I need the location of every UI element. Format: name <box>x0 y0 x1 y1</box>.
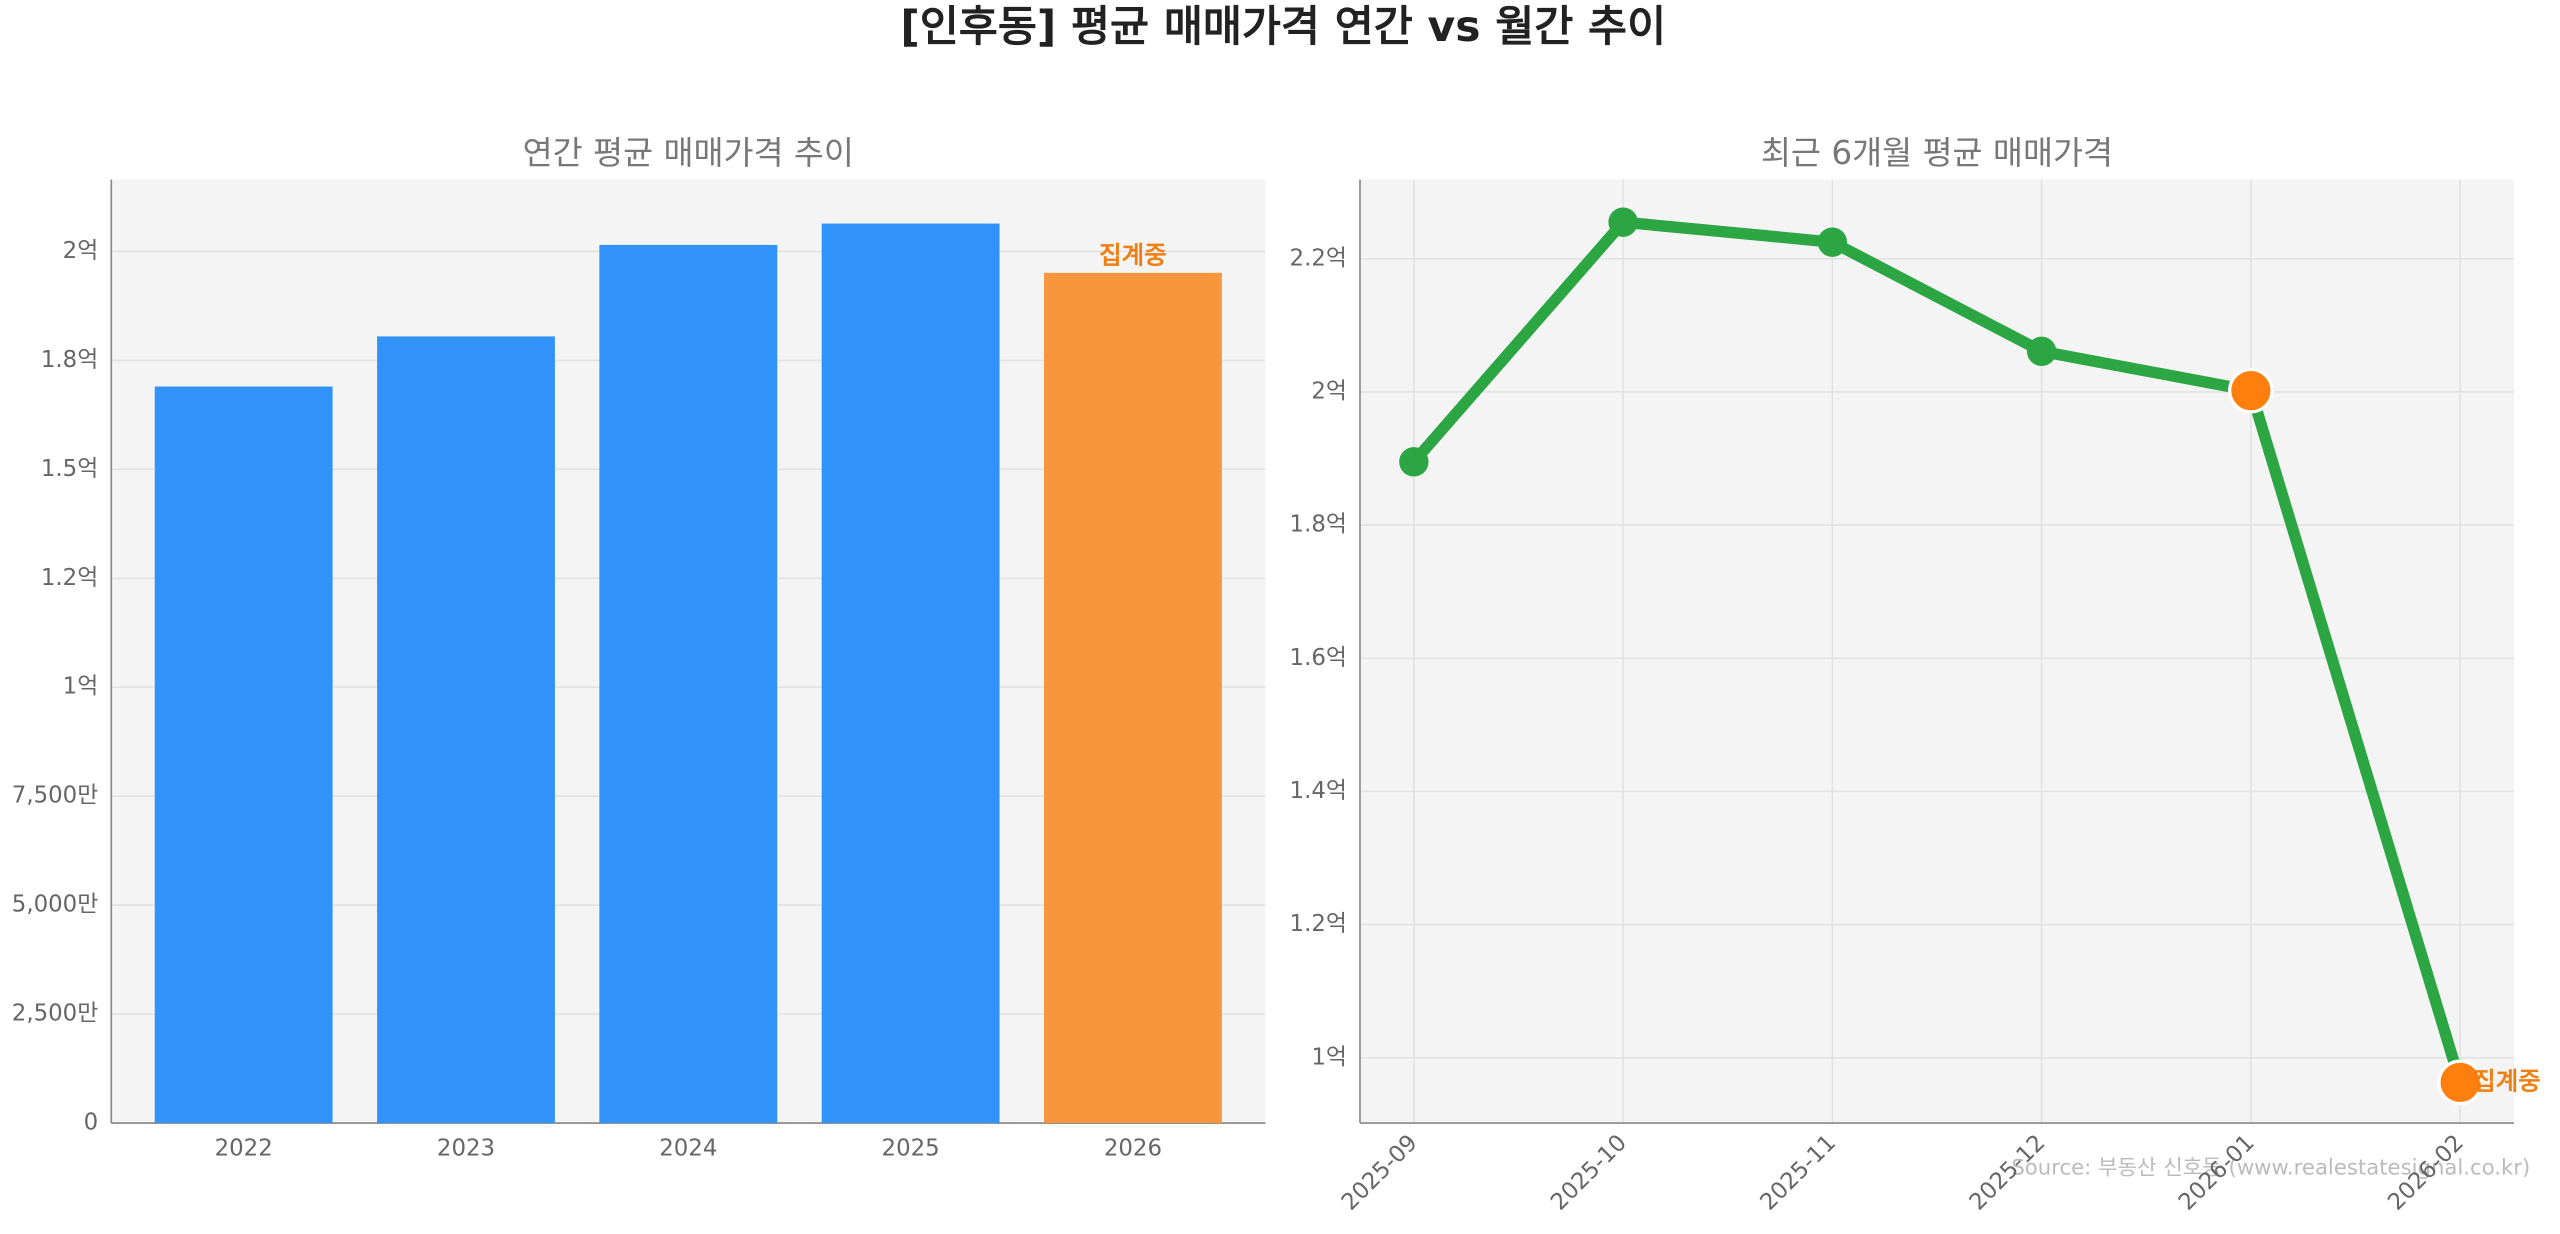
y-tick-label: 1.2억 <box>1290 911 1347 937</box>
x-tick-label: 2025-11 <box>1755 1130 1841 1216</box>
x-tick-label: 2025-10 <box>1546 1130 1632 1216</box>
x-tick-label: 2024 <box>659 1136 717 1162</box>
bar <box>821 223 1000 1124</box>
x-tick-label: 2025-09 <box>1337 1130 1423 1216</box>
line <box>1409 216 2466 1085</box>
y-tick-label: 1.4억 <box>1290 778 1347 804</box>
point <box>1399 447 1429 477</box>
y-tick-label: 1.8억 <box>1290 512 1347 538</box>
y-tick-label: 1.2억 <box>41 565 98 591</box>
point <box>2437 1059 2483 1106</box>
bar <box>1044 272 1222 1124</box>
chart-title: 최근 6개월 평균 매매가격 <box>1761 134 2113 172</box>
y-tick-label: 1.6억 <box>1290 645 1347 671</box>
y-tick-label: 2억 <box>1311 378 1347 404</box>
bar <box>377 336 555 1124</box>
y-tick-label: 1.5억 <box>41 456 98 482</box>
source: Source: 부동산 신호등 (www.realestatesignal.co… <box>2011 1156 2530 1181</box>
x-tick-label: 2023 <box>437 1136 495 1162</box>
y-tick-label: 2,500만 <box>12 1001 98 1027</box>
y-tick-label: 1.8억 <box>41 347 98 373</box>
annotation: 집계중 <box>2473 1066 2541 1095</box>
x-tick-label: 2025 <box>882 1136 940 1162</box>
plot-area <box>1359 179 2514 1124</box>
point <box>2228 367 2274 414</box>
y-tick-label: 0 <box>84 1110 99 1136</box>
x-tick-label: 2022 <box>215 1136 273 1162</box>
x-tick-label: 2026 <box>1104 1136 1162 1162</box>
y-tick-label: 2억 <box>63 238 99 264</box>
annotation: 집계중 <box>1099 240 1167 269</box>
point <box>2026 336 2057 367</box>
y-tick-label: 1억 <box>1311 1044 1347 1070</box>
y-tick-label: 7,500만 <box>12 783 98 809</box>
chart-title: 연간 평균 매매가격 추이 <box>523 134 854 172</box>
point <box>1817 227 1848 257</box>
bar <box>599 244 778 1124</box>
y-tick-label: 2.2억 <box>1290 245 1347 271</box>
y-tick-label: 1억 <box>63 674 99 700</box>
figure-title: [인후동] 평균 매매가격 연간 vs 월간 추이 <box>900 3 1666 52</box>
bar <box>154 386 333 1124</box>
point <box>1608 207 1638 237</box>
y-tick-label: 5,000만 <box>12 892 98 918</box>
